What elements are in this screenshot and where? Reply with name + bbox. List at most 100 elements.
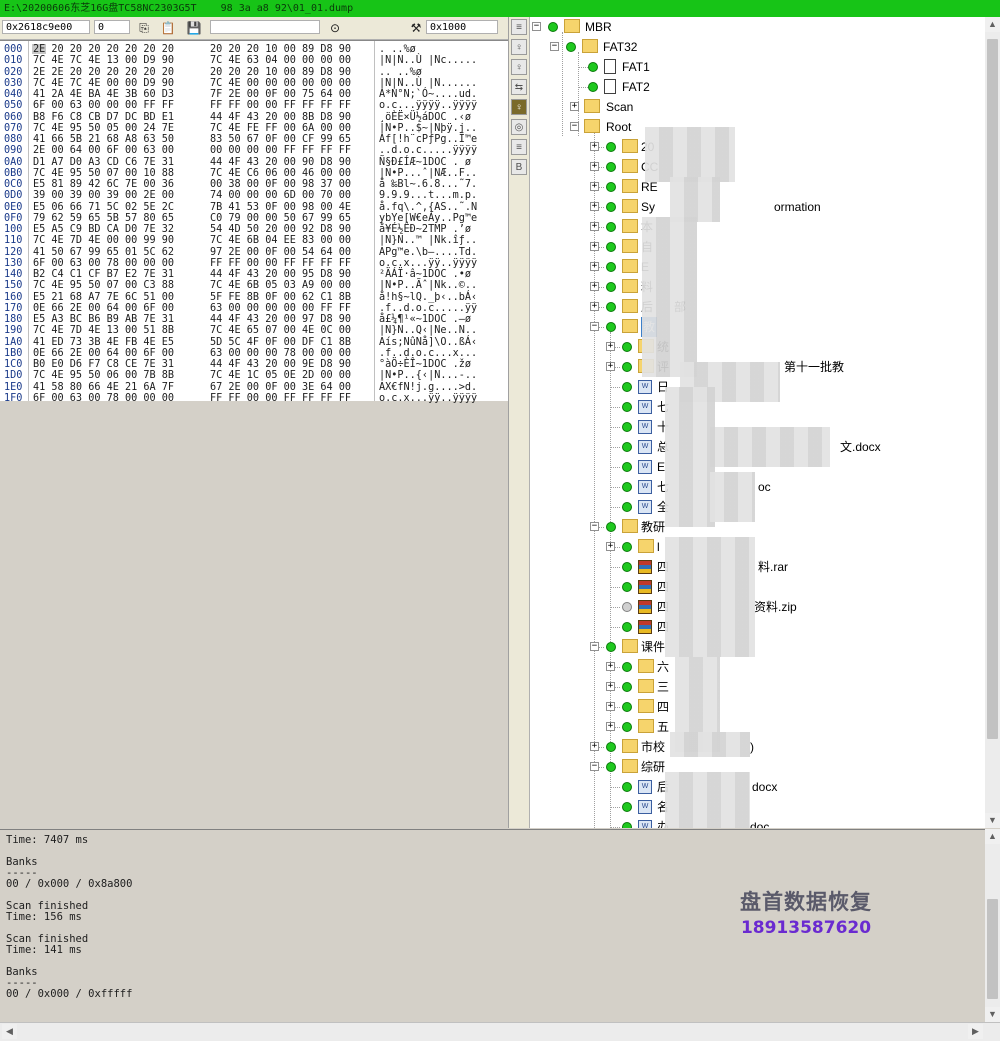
scroll-thumb[interactable]: [987, 39, 998, 739]
file-tree[interactable]: − MBR − FAT32 FAT1 FAT2 + Scan − Root +2…: [530, 17, 985, 828]
save-icon[interactable]: 💾: [186, 21, 202, 35]
tools-icon[interactable]: ⚒: [410, 21, 422, 35]
tree-node[interactable]: 四资料.zip: [530, 597, 985, 617]
hex-row[interactable]: 190 7C 4E 7D 4E 13 00 51 8B 7C 4E 65 07 00…: [0, 326, 508, 336]
expand-icon[interactable]: +: [590, 281, 599, 291]
tree-node[interactable]: − 教研: [530, 517, 985, 537]
expand-icon[interactable]: +: [590, 181, 599, 191]
tree-node[interactable]: + 三: [530, 677, 985, 697]
hex-row[interactable]: 1E0 41 58 80 66 4E 21 6A 7F 67 2E 00 0F 00…: [0, 382, 508, 393]
tree-node[interactable]: + 四: [530, 697, 985, 717]
hex-row[interactable]: 0E0 E5 06 66 71 5C 02 5E 2C 7B 41 53 0F 00…: [0, 202, 508, 213]
hex-row[interactable]: 010 7C 4E 7C 4E 13 00 D9 90 7C 4E 63 04 00…: [0, 56, 508, 66]
side-tool-button[interactable]: ♀: [511, 99, 527, 115]
expand-icon[interactable]: +: [570, 101, 579, 111]
hex-row[interactable]: 170 0E 66 2E 00 64 00 6F 00 63 00 00 00 00…: [0, 303, 508, 314]
tree-node[interactable]: +E: [530, 257, 985, 277]
tree-node[interactable]: − 课件: [530, 637, 985, 657]
tree-node[interactable]: +本: [530, 217, 985, 237]
hex-row[interactable]: 140 B2 C4 C1 CF B7 E2 7E 31 44 4F 43 20 00…: [0, 269, 508, 280]
hex-row[interactable]: 030 7C 4E 7C 4E 00 00 D9 90 7C 4E 00 00 00…: [0, 78, 508, 89]
collapse-icon[interactable]: −: [590, 321, 599, 331]
tree-node[interactable]: +CC: [530, 157, 985, 177]
scroll-down-arrow[interactable]: ▼: [985, 1007, 1000, 1022]
collapse-icon[interactable]: −: [570, 121, 579, 131]
horizontal-scrollbar[interactable]: ◀ ▶: [0, 1022, 1000, 1041]
binoculars-icon[interactable]: ⊙: [329, 21, 341, 35]
expand-icon[interactable]: +: [606, 541, 615, 551]
tree-node[interactable]: + 六: [530, 657, 985, 677]
search-field[interactable]: [210, 20, 320, 34]
expand-icon[interactable]: +: [590, 221, 599, 231]
tree-node[interactable]: +统: [530, 337, 985, 357]
hex-row[interactable]: 1F0 6F 00 63 00 78 00 00 00 FF FF 00 00 FF…: [0, 393, 508, 404]
log-pane[interactable]: Time: 7407 ms Banks ----- 00 / 0x000 / 0x8a…: [0, 829, 985, 1023]
side-tool-button[interactable]: ♀: [511, 59, 527, 75]
tree-node-fat2[interactable]: FAT2: [530, 77, 830, 97]
hex-row[interactable]: 1C0 B0 E0 D6 F7 C8 CE 7E 31 44 4F 43 20 00…: [0, 359, 508, 370]
tree-node[interactable]: W 办 doc: [530, 817, 985, 828]
expand-icon[interactable]: +: [590, 141, 599, 151]
tree-node-fat32[interactable]: − FAT32: [530, 37, 830, 57]
side-tool-button[interactable]: ⇆: [511, 79, 527, 95]
hex-row[interactable]: 110 7C 4E 7D 4E 00 00 99 90 7C 4E 6B 04 EE…: [0, 236, 508, 246]
hex-row[interactable]: 060 B8 F6 C8 CB D7 DC BD E1 44 4F 43 20 00…: [0, 112, 508, 123]
expand-icon[interactable]: +: [590, 301, 599, 311]
tree-node-scan[interactable]: + Scan: [530, 97, 830, 117]
scroll-right-arrow[interactable]: ▶: [968, 1024, 983, 1039]
collapse-icon[interactable]: −: [590, 521, 599, 531]
collapse-icon[interactable]: −: [590, 641, 599, 651]
side-tool-button[interactable]: ≡: [511, 19, 527, 35]
hex-row[interactable]: 150 7C 4E 95 50 07 00 C3 88 7C 4E 6B 05 03…: [0, 281, 508, 291]
hex-row[interactable]: 130 6F 00 63 00 78 00 00 00 FF FF 00 00 FF…: [0, 258, 508, 269]
hex-row[interactable]: 120 41 50 67 99 65 01 5C 62 97 2E 00 0F 00…: [0, 247, 508, 258]
side-tool-button[interactable]: ◎: [511, 119, 527, 135]
scroll-left-arrow[interactable]: ◀: [2, 1024, 17, 1039]
hex-row[interactable]: 040 41 2A 4E BA 4E 3B 60 D3 7F 2E 00 0F 00…: [0, 89, 508, 100]
side-tool-button[interactable]: ♀: [511, 39, 527, 55]
expand-icon[interactable]: +: [590, 241, 599, 251]
tree-node[interactable]: W 七 oc: [530, 477, 985, 497]
hex-view[interactable]: 000 2E 20 20 20 20 20 20 20 20 20 20 10 00…: [0, 40, 508, 404]
expand-icon[interactable]: +: [606, 341, 615, 351]
expand-icon[interactable]: +: [606, 701, 615, 711]
side-tool-button[interactable]: ≡: [511, 139, 527, 155]
paste-icon[interactable]: 📋: [160, 21, 176, 35]
hex-row[interactable]: 0C0 E5 81 89 42 6C 7E 00 36 00 38 00 0F 00…: [0, 179, 508, 190]
hex-row[interactable]: 160 E5 21 68 A7 7E 6C 51 00 5F FE 8B 0F 00…: [0, 292, 508, 303]
hex-row[interactable]: 1A0 41 ED 73 3B 4E FB 4E E5 5D 5C 4F 0F 00…: [0, 337, 508, 348]
tree-node[interactable]: + RE: [530, 177, 985, 197]
hex-row[interactable]: 0F0 79 62 59 65 5B 57 80 65 C0 79 00 00 50…: [0, 213, 508, 224]
hex-row[interactable]: 050 6F 00 63 00 00 00 FF FF FF FF 00 00 FF…: [0, 101, 508, 111]
tree-node[interactable]: + 市校): [530, 737, 985, 757]
tree-node[interactable]: +自: [530, 237, 985, 257]
scroll-down-arrow[interactable]: ▼: [985, 813, 1000, 828]
expand-icon[interactable]: +: [590, 161, 599, 171]
value-field[interactable]: 0: [94, 20, 130, 34]
tree-node[interactable]: +后部: [530, 297, 985, 317]
expand-icon[interactable]: +: [606, 661, 615, 671]
size-field[interactable]: 0x1000: [426, 20, 498, 34]
hex-row[interactable]: 070 7C 4E 95 50 05 00 24 7E 7C 4E FE FF 00…: [0, 123, 508, 134]
expand-icon[interactable]: +: [590, 261, 599, 271]
tree-node[interactable]: − 综研: [530, 757, 985, 777]
tree-node[interactable]: + l: [530, 537, 985, 557]
tree-scrollbar[interactable]: ▲ ▼: [985, 17, 1000, 828]
tree-node[interactable]: W 后 docx: [530, 777, 985, 797]
side-tool-button[interactable]: B: [511, 159, 527, 175]
tree-node[interactable]: +料: [530, 277, 985, 297]
hex-row[interactable]: 1B0 0E 66 2E 00 64 00 6F 00 63 00 00 00 78…: [0, 348, 508, 359]
collapse-icon[interactable]: −: [550, 41, 559, 51]
hex-row[interactable]: 1D0 7C 4E 95 50 06 00 7B 8B 7C 4E 1C 05 0E…: [0, 371, 508, 381]
hex-row[interactable]: 100 E5 A5 C9 BD CA D0 7E 32 54 4D 50 20 00…: [0, 224, 508, 235]
tree-node[interactable]: +20: [530, 137, 985, 157]
hex-row[interactable]: 0B0 7C 4E 95 50 07 00 10 88 7C 4E C6 06 00…: [0, 168, 508, 179]
hex-row[interactable]: 0D0 39 00 39 00 39 00 2E 00 74 00 00 00 6D…: [0, 191, 508, 201]
expand-icon[interactable]: +: [606, 681, 615, 691]
log-scrollbar[interactable]: ▲ ▼: [985, 829, 1000, 1022]
tree-node[interactable]: + Sy ormation: [530, 197, 985, 217]
expand-icon[interactable]: +: [606, 721, 615, 731]
collapse-icon[interactable]: −: [590, 761, 599, 771]
